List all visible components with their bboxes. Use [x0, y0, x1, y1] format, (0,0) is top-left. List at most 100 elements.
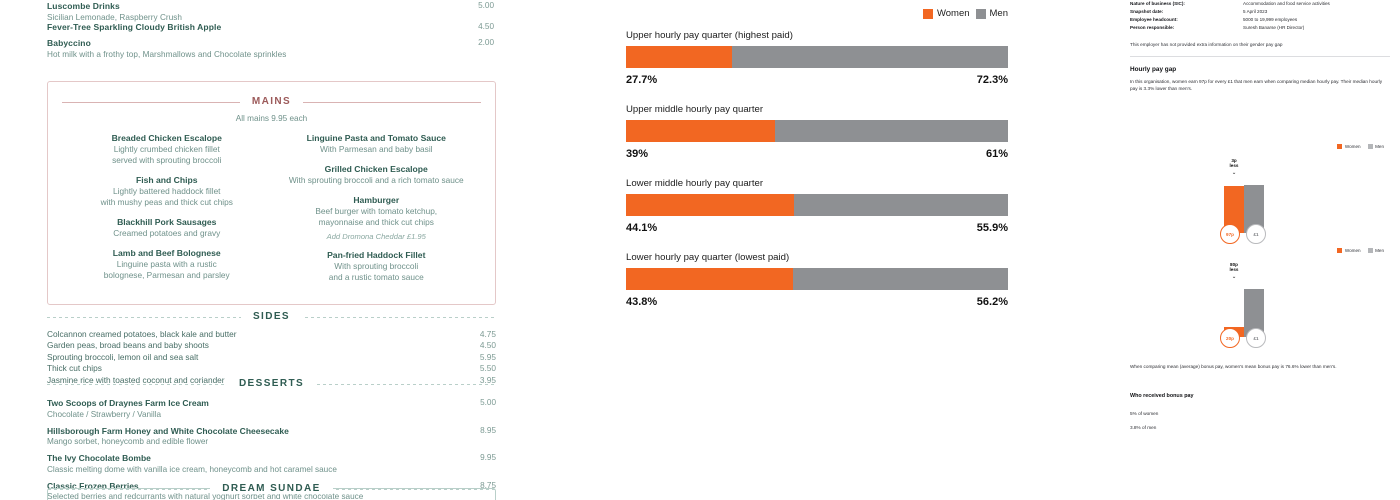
bonus-pay-pictogram: Women Men 80p less ⌄ 20p £1 [1130, 248, 1390, 348]
fact-value: Accommodation and food service activitie… [1243, 1, 1330, 6]
quarter-men-value: 56.2% [976, 296, 1008, 308]
dream-sundae-section: DREAM SUNDAE [47, 483, 496, 500]
menu-item-main: Hamburger Beef burger with tomato ketchu… [272, 195, 482, 241]
quarter-men-value: 61% [985, 148, 1008, 160]
menu-item-main: Lamb and Beef Bolognese Linguine pasta w… [62, 248, 272, 281]
quarter-bar [626, 268, 1008, 290]
pictogram-legend: Women Men [1337, 248, 1384, 253]
pay-quarter-upper: Upper hourly pay quarter (highest paid) … [626, 30, 1008, 86]
side-price: 4.75 [479, 329, 496, 339]
menu-item-main: Breaded Chicken Escalope Lightly crumbed… [62, 133, 272, 166]
sides-heading: SIDES [47, 311, 496, 322]
menu-item-drink: Fever-Tree Sparkling Cloudy British Appl… [47, 22, 494, 32]
pictogram-values: 20p £1 [1220, 328, 1266, 348]
pictogram-values: 97p £1 [1220, 224, 1266, 244]
chevron-down-icon: ⌄ [1231, 169, 1237, 176]
quarter-label: Lower hourly pay quarter (lowest paid) [626, 252, 790, 263]
desserts-list: Two Scoops of Draynes Farm Ice Cream Cho… [47, 398, 496, 500]
main-name: Lamb and Beef Bolognese [112, 247, 221, 258]
drink-desc: Hot milk with a frothy top, Marshmallows… [47, 49, 287, 59]
menu-item-main: Linguine Pasta and Tomato Sauce With Par… [272, 133, 482, 155]
main-name: Linguine Pasta and Tomato Sauce [306, 133, 446, 143]
dessert-name: The Ivy Chocolate Bombe [47, 453, 151, 463]
legend-item-men: Men [1367, 248, 1384, 253]
menu-item-dessert: The Ivy Chocolate Bombe Classic melting … [47, 453, 496, 474]
fact-row: Person responsible: Suresh Banarse (HR D… [1130, 24, 1390, 31]
quarter-label: Upper middle hourly pay quarter [626, 104, 764, 115]
side-name: Jasmine rice with toasted coconut and co… [47, 374, 225, 385]
quarter-values: 43.8% 56.2% [626, 296, 1008, 308]
bar-segment-men [774, 120, 1008, 142]
desserts-heading-text: DESSERTS [226, 378, 317, 389]
drink-name: Fever-Tree Sparkling Cloudy British Appl… [47, 22, 222, 32]
quarter-women-value: 44.1% [626, 222, 658, 234]
dessert-name: Two Scoops of Draynes Farm Ice Cream [47, 398, 209, 408]
menu-item-side: Thick cut chips 5.50 [47, 363, 496, 374]
menu-item-side: Jasmine rice with toasted coconut and co… [47, 375, 496, 386]
quarter-bar [626, 46, 1008, 68]
main-desc: Beef burger with tomato ketchup, mayonnai… [315, 205, 438, 227]
legend-swatch-men-icon [975, 8, 986, 19]
employer-facts: Nature of business (SIC): Accommodation … [1130, 0, 1390, 31]
chevron-down-icon: ⌄ [1231, 273, 1237, 280]
quarter-men-value: 55.9% [976, 222, 1008, 234]
main-desc: Lightly crumbed chicken fillet served wit… [112, 144, 222, 165]
quarter-women-value: 27.7% [626, 74, 658, 86]
side-price: 3.95 [479, 374, 496, 385]
menu-item-side: Sprouting broccoli, lemon oil and sea sa… [47, 352, 496, 363]
drink-desc: Sicilian Lemonade, Raspberry Crush [47, 12, 183, 22]
bar-segment-men [794, 194, 1008, 216]
bar-segment-men [793, 268, 1008, 290]
main-addon: Add Dromona Cheddar £1.95 [326, 231, 426, 241]
main-desc: Linguine pasta with a rustic bolognese, P… [103, 258, 230, 280]
gap-caption: 3p less ⌄ [1218, 158, 1250, 176]
fact-value: Suresh Banarse (HR Director) [1243, 24, 1305, 30]
menu-item-drink: Babyccino Hot milk with a frothy top, Ma… [47, 38, 494, 59]
mains-subheading: All mains 9.95 each [235, 114, 308, 123]
legend-swatch-women-icon [922, 8, 933, 19]
legend-label-men: Men [1375, 248, 1384, 253]
main-desc: Lightly battered haddock fillet with mush… [100, 185, 233, 207]
pictogram-men-value: £1 [1246, 224, 1266, 244]
fact-key: Snapshot date: [1130, 8, 1164, 14]
mains-column-right: Linguine Pasta and Tomato Sauce With Par… [272, 133, 482, 292]
fact-value: 5 April 2023 [1243, 8, 1268, 14]
legend-label-men: Men [989, 8, 1008, 19]
divider [1130, 55, 1390, 57]
side-name: Garden peas, broad beans and baby shoots [47, 340, 209, 351]
employer-details-panel: Nature of business (SIC): Accommodation … [1130, 0, 1390, 500]
mains-section: MAINS All mains 9.95 each Breaded Chicke… [47, 81, 496, 305]
drink-price: 2.00 [478, 38, 494, 47]
pay-quarter-upper-middle: Upper middle hourly pay quarter 39% 61% [626, 104, 1008, 160]
legend-swatch-women-icon [1337, 144, 1343, 149]
bonus-men-received: 3.8% of men [1130, 425, 1157, 430]
drink-name: Babyccino [47, 38, 91, 48]
menu-item-drink: Luscombe Drinks Sicilian Lemonade, Raspb… [47, 1, 494, 22]
dessert-price: 8.95 [480, 425, 496, 435]
pictogram-women-value: 97p [1220, 224, 1240, 244]
legend-swatch-men-icon [1367, 144, 1373, 149]
main-name: Grilled Chicken Escalope [324, 163, 428, 174]
pay-quarter-lower-middle: Lower middle hourly pay quarter 44.1% 55… [626, 178, 1008, 234]
menu-item-main: Blackhill Pork Sausages Creamed potatoes… [62, 217, 272, 239]
dessert-name: Classic Frozen Berries [47, 480, 139, 491]
legend-item-women: Women [1337, 144, 1361, 149]
bar-segment-women [626, 268, 794, 290]
main-name: Blackhill Pork Sausages [117, 216, 217, 227]
mains-heading-text: MAINS [239, 96, 304, 107]
fact-row: Employee headcount: 5000 to 19,999 emplo… [1130, 17, 1390, 23]
menu-item-main: Fish and Chips Lightly battered haddock … [62, 175, 272, 208]
dessert-price: 5.00 [480, 398, 496, 407]
legend-swatch-women-icon [1337, 248, 1343, 253]
pay-quarters-chart: Women Men Upper hourly pay quarter (high… [600, 0, 1030, 500]
quarter-bar [626, 120, 1008, 142]
main-name: Breaded Chicken Escalope [111, 133, 222, 143]
dessert-price: 9.95 [480, 453, 496, 462]
bonus-pay-gap-paragraph: When comparing mean (average) bonus pay,… [1130, 364, 1337, 369]
side-price: 4.50 [479, 340, 496, 351]
drink-name: Luscombe Drinks [47, 1, 120, 11]
menu-item-side: Colcannon creamed potatoes, black kale a… [47, 329, 496, 340]
side-price: 5.50 [479, 363, 496, 374]
bar-segment-women [626, 46, 732, 68]
restaurant-menu-panel: Luscombe Drinks Sicilian Lemonade, Raspb… [0, 0, 540, 500]
